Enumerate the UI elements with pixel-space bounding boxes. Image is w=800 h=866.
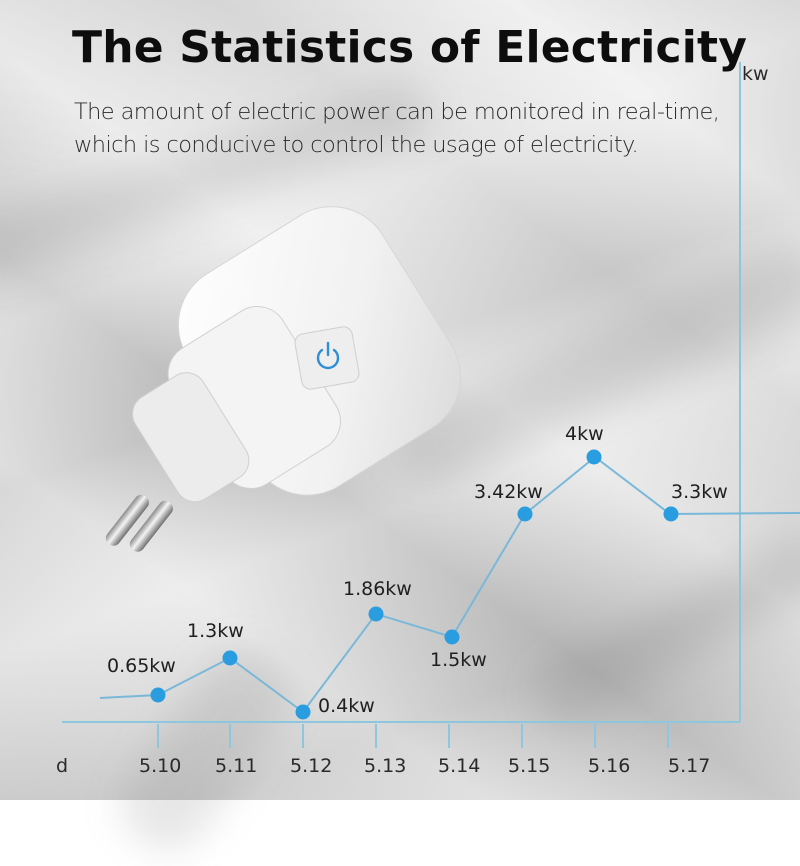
y-axis-label: kw bbox=[742, 63, 769, 85]
plug-pins bbox=[105, 494, 173, 552]
data-point bbox=[222, 650, 238, 666]
data-point bbox=[663, 506, 679, 522]
data-point bbox=[444, 629, 460, 645]
value-label: 3.3kw bbox=[671, 481, 728, 503]
x-tick-label: 5.10 bbox=[139, 755, 181, 777]
value-label: 1.3kw bbox=[187, 620, 244, 642]
data-point bbox=[517, 506, 533, 522]
power-icon bbox=[316, 341, 340, 370]
data-points bbox=[150, 449, 679, 720]
x-tick-label: 5.12 bbox=[290, 755, 332, 777]
value-label: 3.42kw bbox=[474, 481, 543, 503]
value-label: 1.5kw bbox=[430, 649, 487, 671]
x-axis-label: d bbox=[56, 755, 68, 777]
x-tick-label: 5.15 bbox=[508, 755, 550, 777]
x-tick-label: 5.11 bbox=[215, 755, 257, 777]
value-label: 0.4kw bbox=[318, 695, 375, 717]
data-point bbox=[586, 449, 602, 465]
subtitle-line-2: which is conducive to control the usage … bbox=[74, 132, 639, 158]
value-labels: 0.65kw 1.3kw 0.4kw 1.86kw 1.5kw 3.42kw 4… bbox=[107, 423, 728, 717]
x-ticks bbox=[157, 724, 669, 748]
x-tick-label: 5.13 bbox=[364, 755, 406, 777]
x-tick-label: 5.14 bbox=[438, 755, 480, 777]
value-label: 1.86kw bbox=[343, 578, 412, 600]
subtitle-line-1: The amount of electric power can be moni… bbox=[74, 99, 720, 125]
power-button bbox=[294, 326, 360, 390]
data-line bbox=[99, 455, 800, 714]
x-tick-label: 5.16 bbox=[588, 755, 630, 777]
value-label: 0.65kw bbox=[107, 655, 176, 677]
data-point bbox=[150, 687, 166, 703]
subtitle: The amount of electric power can be moni… bbox=[74, 96, 720, 162]
value-label: 4kw bbox=[565, 423, 604, 445]
x-tick-labels: 5.10 5.11 5.12 5.13 5.14 5.15 5.16 5.17 bbox=[139, 755, 710, 777]
data-point bbox=[368, 606, 384, 622]
x-tick-label: 5.17 bbox=[668, 755, 710, 777]
smart-plug-image bbox=[105, 206, 462, 552]
line-chart: kw d 5.10 5.11 5.12 5.13 5.14 5.15 5.16 … bbox=[56, 62, 800, 777]
page-title: The Statistics of Electricity bbox=[72, 22, 748, 73]
data-point bbox=[295, 704, 311, 720]
